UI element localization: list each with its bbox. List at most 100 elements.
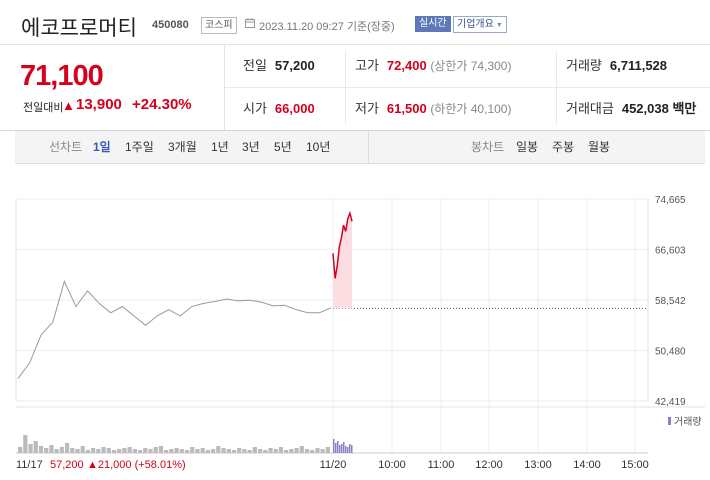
volume-bar: [190, 447, 195, 453]
volume-bar: [257, 449, 263, 453]
tab-daily[interactable]: 일봉: [516, 140, 539, 154]
volume-bar: [289, 449, 294, 453]
tab-3month[interactable]: 3개월: [168, 140, 197, 154]
volume-bar: [184, 450, 190, 453]
volume-bar: [284, 450, 289, 453]
tab-3year[interactable]: 3년: [242, 140, 260, 154]
calendar-icon: [245, 18, 255, 28]
x-tick-label: 10:00: [378, 459, 406, 471]
volume-bar: [28, 444, 33, 453]
company-overview-button[interactable]: 기업개요 ▼: [453, 16, 507, 33]
low-cell: 저가 61,500 (하한가 40,100): [355, 88, 511, 130]
volume-bar: [80, 446, 85, 453]
volume-bar: [231, 450, 237, 453]
volume-bar: [101, 447, 106, 453]
volume-bar: [320, 449, 325, 453]
volume-bar: [106, 448, 111, 453]
volume-value: 6,711,528: [609, 58, 668, 73]
volume-bar: [195, 449, 200, 453]
volume-bar-today: [341, 444, 343, 453]
volume-bar: [44, 448, 49, 453]
volume-bar: [299, 446, 304, 453]
tab-1day[interactable]: 1일: [93, 140, 111, 154]
x-tick-label: 13:00: [524, 459, 552, 471]
prev-day-close: 57,200: [50, 459, 84, 471]
volume-bar: [273, 449, 278, 453]
volume-bar: [96, 449, 101, 453]
tab-1week[interactable]: 1주일: [125, 140, 154, 154]
volume-legend-label: 거래량: [674, 416, 702, 428]
volume-bar-today: [351, 445, 353, 453]
tab-10year[interactable]: 10년: [306, 140, 331, 154]
volume-bar: [122, 448, 127, 453]
volume-bar: [205, 450, 211, 453]
tab-weekly[interactable]: 주봉: [552, 140, 575, 154]
price-chart-svg: 74,665 66,603 58,542 50,480 42,419 11/20 10:00…: [15, 195, 705, 471]
volume-bar-today: [333, 439, 335, 453]
volume-bar: [49, 445, 54, 453]
volume-bar-today: [339, 445, 341, 453]
volume-bar: [174, 448, 179, 453]
realtime-button[interactable]: 실시간: [415, 16, 451, 32]
today-area: [333, 213, 352, 309]
tab-1year[interactable]: 1년: [211, 140, 229, 154]
volume-bar: [242, 449, 247, 453]
chevron-down-icon: ▼: [495, 22, 503, 29]
volume-bar: [164, 450, 169, 453]
open-value: 66,000: [274, 101, 315, 116]
volume-bar: [158, 446, 164, 453]
market-badge: 코스피: [201, 17, 237, 34]
prev-day-date: 11/17: [16, 459, 43, 471]
quote-summary: 71,100 전일대비 ▲ 13,900 +24.30% 전일 57,200 고가…: [0, 45, 710, 131]
y-tick-label: 50,480: [655, 347, 686, 358]
low-label: 저가: [355, 101, 379, 116]
change-label: 전일대비: [23, 102, 64, 114]
volume-bar: [91, 448, 96, 453]
stock-header: 에코프로머티 450080 코스피 2023.11.20 09:27 기준(장중…: [0, 0, 710, 45]
x-tick-label: 15:00: [621, 459, 649, 471]
volume-bar: [38, 446, 44, 453]
high-label: 고가: [355, 58, 379, 73]
volume-bar: [200, 448, 205, 453]
volume-bar: [252, 447, 257, 453]
open-label: 시가: [243, 101, 267, 116]
prev-day-line: [17, 280, 332, 379]
volume-bar: [70, 448, 75, 453]
x-tick-label: 12:00: [475, 459, 503, 471]
amount-cell: 거래대금 452,038 백만: [566, 88, 696, 130]
current-price-box: 71,100 전일대비 ▲ 13,900 +24.30%: [0, 45, 225, 130]
line-chart-label: 선차트: [49, 140, 83, 154]
stock-code: 450080: [152, 19, 189, 31]
y-tick-label: 42,419: [655, 397, 686, 408]
volume-bar: [59, 447, 64, 453]
volume-bar: [137, 450, 143, 453]
chart-grid: [15, 198, 705, 454]
volume-bar: [237, 448, 242, 453]
volume-label: 거래량: [566, 58, 602, 73]
volume-bar: [263, 450, 268, 453]
volume-bar: [153, 447, 158, 453]
volume-bar-today: [343, 442, 345, 453]
prev-close-label: 전일: [243, 58, 267, 73]
tab-5year[interactable]: 5년: [274, 140, 292, 154]
x-tick-label: 11/20: [320, 459, 347, 471]
row-divider: [225, 87, 710, 88]
volume-bar: [18, 447, 23, 453]
low-value: 61,500: [386, 101, 427, 116]
volume-bar: [268, 448, 273, 453]
change-value: 13,900: [76, 96, 122, 113]
candle-chart-label: 봉차트: [471, 140, 505, 154]
volume-bar: [216, 446, 221, 453]
volume-bar: [221, 448, 226, 453]
high-value: 72,400: [386, 58, 427, 73]
amount-label: 거래대금: [566, 101, 614, 116]
volume-bar: [169, 449, 174, 453]
timestamp: 2023.11.20 09:27 기준(장중): [259, 21, 395, 33]
change-rate: +24.30%: [132, 96, 192, 113]
volume-bar: [179, 449, 184, 453]
tab-monthly[interactable]: 월봉: [588, 140, 611, 154]
y-tick-label: 74,665: [655, 195, 686, 206]
volume-bar-today: [347, 447, 349, 453]
volume-bar: [310, 450, 315, 453]
price-chart[interactable]: 74,665 66,603 58,542 50,480 42,419 11/20 10:00…: [0, 163, 710, 475]
